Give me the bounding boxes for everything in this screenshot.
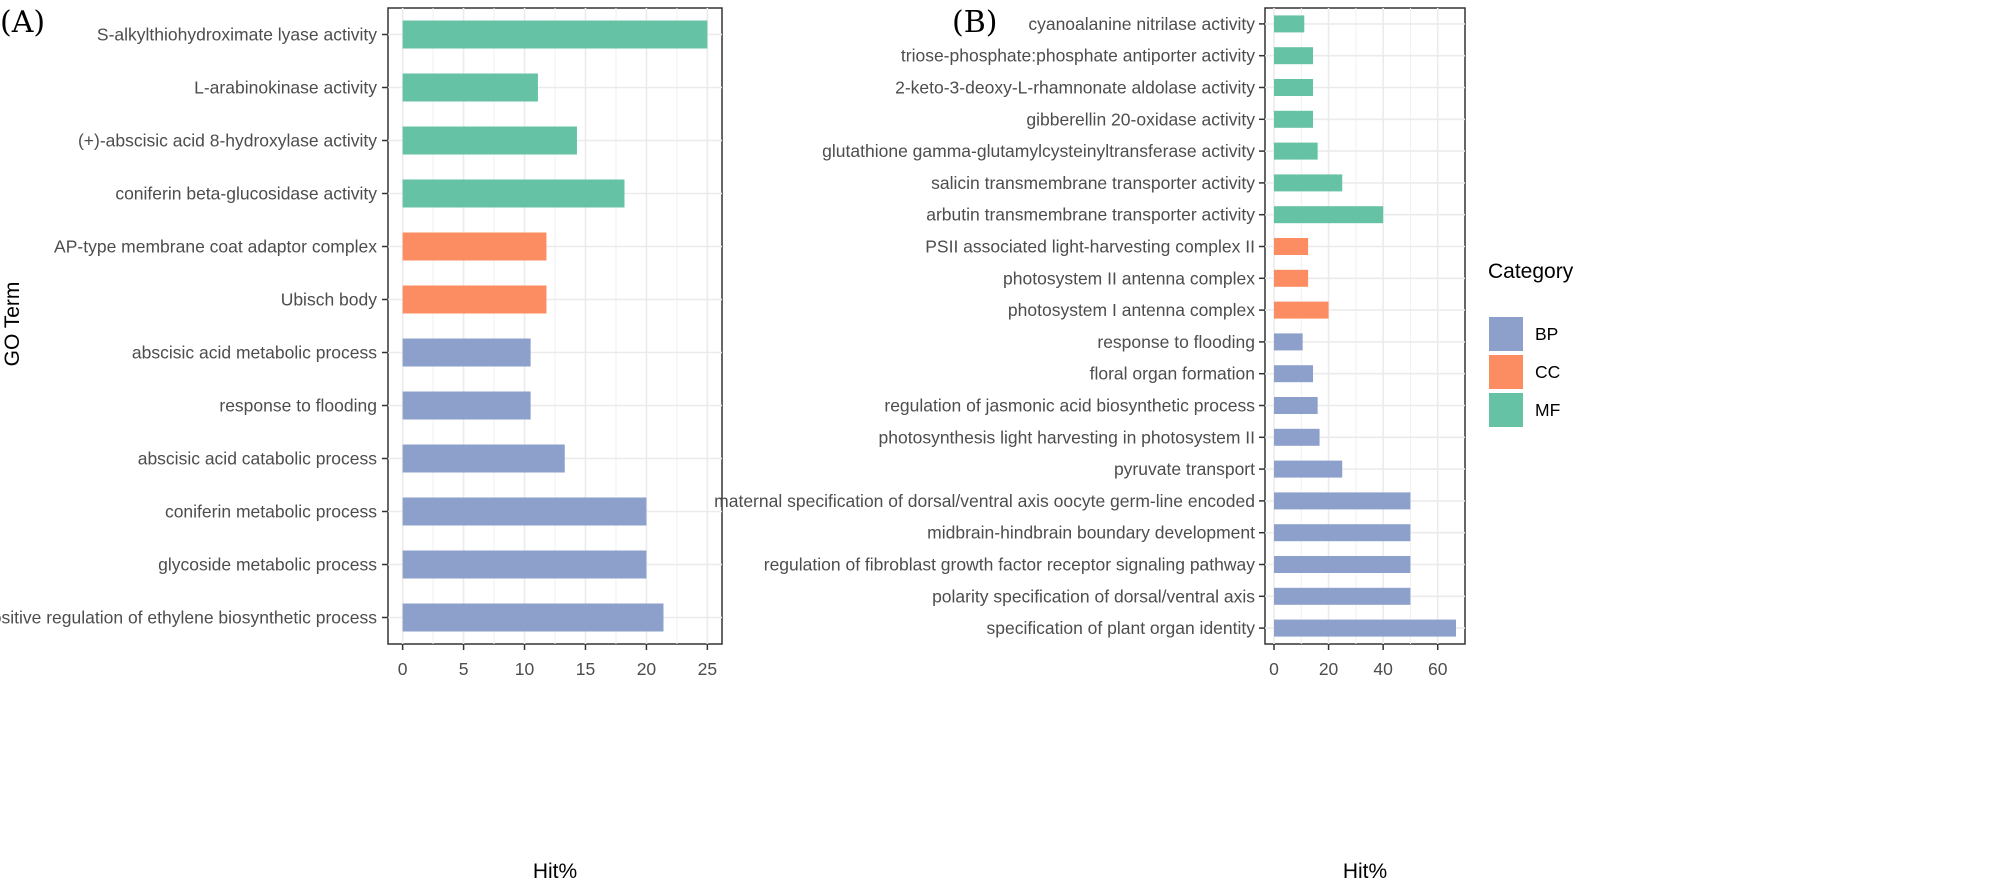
- panel-a-category-labels: S-alkylthiohydroximate lyase activity L-a…: [0, 25, 388, 628]
- bar-bp: [1274, 460, 1343, 478]
- category-label: Ubisch body: [281, 290, 378, 310]
- panel-b-x-ticks: 0 20 40 60: [1269, 644, 1448, 679]
- panel-a-x-ticks: 0 5 10 15 20 25: [398, 644, 717, 679]
- bar-mf: [1274, 47, 1314, 65]
- bar-bp: [1274, 619, 1456, 637]
- legend-label-cc: CC: [1535, 362, 1560, 382]
- category-label: arbutin transmembrane transporter activi…: [926, 205, 1255, 225]
- x-tick-label: 0: [398, 659, 408, 679]
- category-label: abscisic acid catabolic process: [138, 449, 378, 469]
- panel-a-y-axis-title: GO Term: [1, 282, 24, 367]
- x-tick-label: 0: [1269, 659, 1279, 679]
- panel-b-bars: [1274, 15, 1456, 637]
- panel-a-label: (A): [0, 5, 45, 40]
- category-label: L-arabinokinase activity: [194, 78, 377, 98]
- bar-mf: [1274, 79, 1314, 96]
- bar-bp: [402, 603, 664, 632]
- bar-bp: [402, 550, 647, 579]
- bar-cc: [402, 232, 547, 261]
- category-label: abscisic acid metabolic process: [132, 343, 377, 363]
- bar-mf: [1274, 142, 1318, 160]
- x-tick-label: 60: [1428, 659, 1448, 679]
- category-label: PSII associated light-harvesting complex…: [925, 237, 1255, 257]
- category-label: salicin transmembrane transporter activi…: [931, 173, 1255, 193]
- category-label: (+)-abscisic acid 8-hydroxylase activity: [78, 131, 377, 151]
- category-label: floral organ formation: [1090, 364, 1255, 384]
- legend-label-bp: BP: [1535, 324, 1558, 344]
- x-tick-label: 15: [576, 659, 595, 679]
- bar-mf: [1274, 174, 1343, 192]
- legend-items: BP CC MF: [1489, 317, 1560, 427]
- bar-mf: [1274, 15, 1305, 33]
- panel-a-x-axis-title: Hit%: [533, 860, 577, 883]
- category-label: positive regulation of ethylene biosynth…: [0, 608, 377, 628]
- category-label: glutathione gamma-glutamylcysteinyltrans…: [822, 141, 1255, 161]
- x-tick-label: 10: [515, 659, 535, 679]
- bar-mf: [1274, 206, 1384, 224]
- category-label: triose-phosphate:phosphate antiporter ac…: [901, 46, 1255, 66]
- x-tick-label: 25: [698, 659, 717, 679]
- legend-swatch-bp: [1489, 317, 1523, 351]
- bar-mf: [402, 20, 708, 49]
- bar-cc: [1274, 238, 1309, 255]
- panel-b-category-labels: cyanoalanine nitrilase activity triose-ph…: [714, 14, 1265, 638]
- bar-mf: [1274, 110, 1314, 128]
- category-label: polarity specification of dorsal/ventral…: [932, 586, 1255, 606]
- panel-a: (A) S-alkylthiohydroximate lyase activit…: [0, 5, 723, 883]
- bar-mf: [402, 126, 577, 155]
- category-label: coniferin beta-glucosidase activity: [115, 184, 377, 204]
- bar-bp: [1274, 587, 1411, 605]
- legend-swatch-mf: [1489, 393, 1523, 427]
- bar-bp: [1274, 428, 1320, 446]
- category-label: gibberellin 20-oxidase activity: [1026, 109, 1255, 129]
- bar-cc: [1274, 301, 1329, 319]
- bar-mf: [402, 73, 538, 102]
- bar-bp: [1274, 524, 1411, 542]
- category-label: photosystem II antenna complex: [1003, 268, 1255, 288]
- panel-b-label: (B): [952, 5, 997, 40]
- legend-swatch-cc: [1489, 355, 1523, 389]
- category-label: regulation of fibroblast growth factor r…: [764, 555, 1255, 575]
- category-label: response to flooding: [1097, 332, 1255, 352]
- x-tick-label: 20: [1319, 659, 1339, 679]
- category-label: cyanoalanine nitrilase activity: [1028, 14, 1255, 34]
- panel-b-plot-area: [1264, 7, 1466, 645]
- bar-mf: [402, 179, 625, 208]
- x-tick-label: 40: [1373, 659, 1393, 679]
- category-label: photosynthesis light harvesting in photo…: [879, 427, 1255, 447]
- bar-bp: [402, 338, 531, 367]
- bar-bp: [402, 444, 565, 473]
- x-tick-label: 5: [459, 659, 469, 679]
- category-label: maternal specification of dorsal/ventral…: [714, 491, 1255, 511]
- category-label: photosystem I antenna complex: [1008, 300, 1255, 320]
- category-label: glycoside metabolic process: [158, 555, 377, 575]
- category-label: AP-type membrane coat adaptor complex: [54, 237, 377, 257]
- bar-bp: [402, 497, 647, 526]
- category-label: response to flooding: [219, 396, 377, 416]
- bar-cc: [1274, 269, 1309, 287]
- bar-bp: [1274, 365, 1314, 383]
- category-label: pyruvate transport: [1114, 459, 1255, 479]
- panel-a-bars: [402, 20, 708, 632]
- legend-title: Category: [1488, 260, 1574, 283]
- category-label: specification of plant organ identity: [987, 618, 1256, 638]
- panel-b-x-axis-title: Hit%: [1343, 860, 1387, 883]
- category-label: S-alkylthiohydroximate lyase activity: [97, 25, 377, 45]
- bar-bp: [402, 391, 531, 420]
- bar-bp: [1274, 397, 1318, 414]
- category-label: coniferin metabolic process: [165, 502, 377, 522]
- category-label: 2-keto-3-deoxy-L-rhamnonate aldolase act…: [895, 78, 1255, 98]
- legend-label-mf: MF: [1535, 400, 1560, 420]
- bar-cc: [402, 285, 547, 314]
- bar-bp: [1274, 556, 1411, 573]
- x-tick-label: 20: [637, 659, 657, 679]
- category-label: midbrain-hindbrain boundary development: [927, 523, 1255, 543]
- legend: Category BP CC MF: [1488, 260, 1574, 427]
- panel-b: (B) cyanoalanine nitrilase activity trios…: [714, 5, 1466, 883]
- bar-bp: [1274, 492, 1411, 510]
- category-label: regulation of jasmonic acid biosynthetic…: [884, 396, 1255, 416]
- bar-bp: [1274, 333, 1303, 351]
